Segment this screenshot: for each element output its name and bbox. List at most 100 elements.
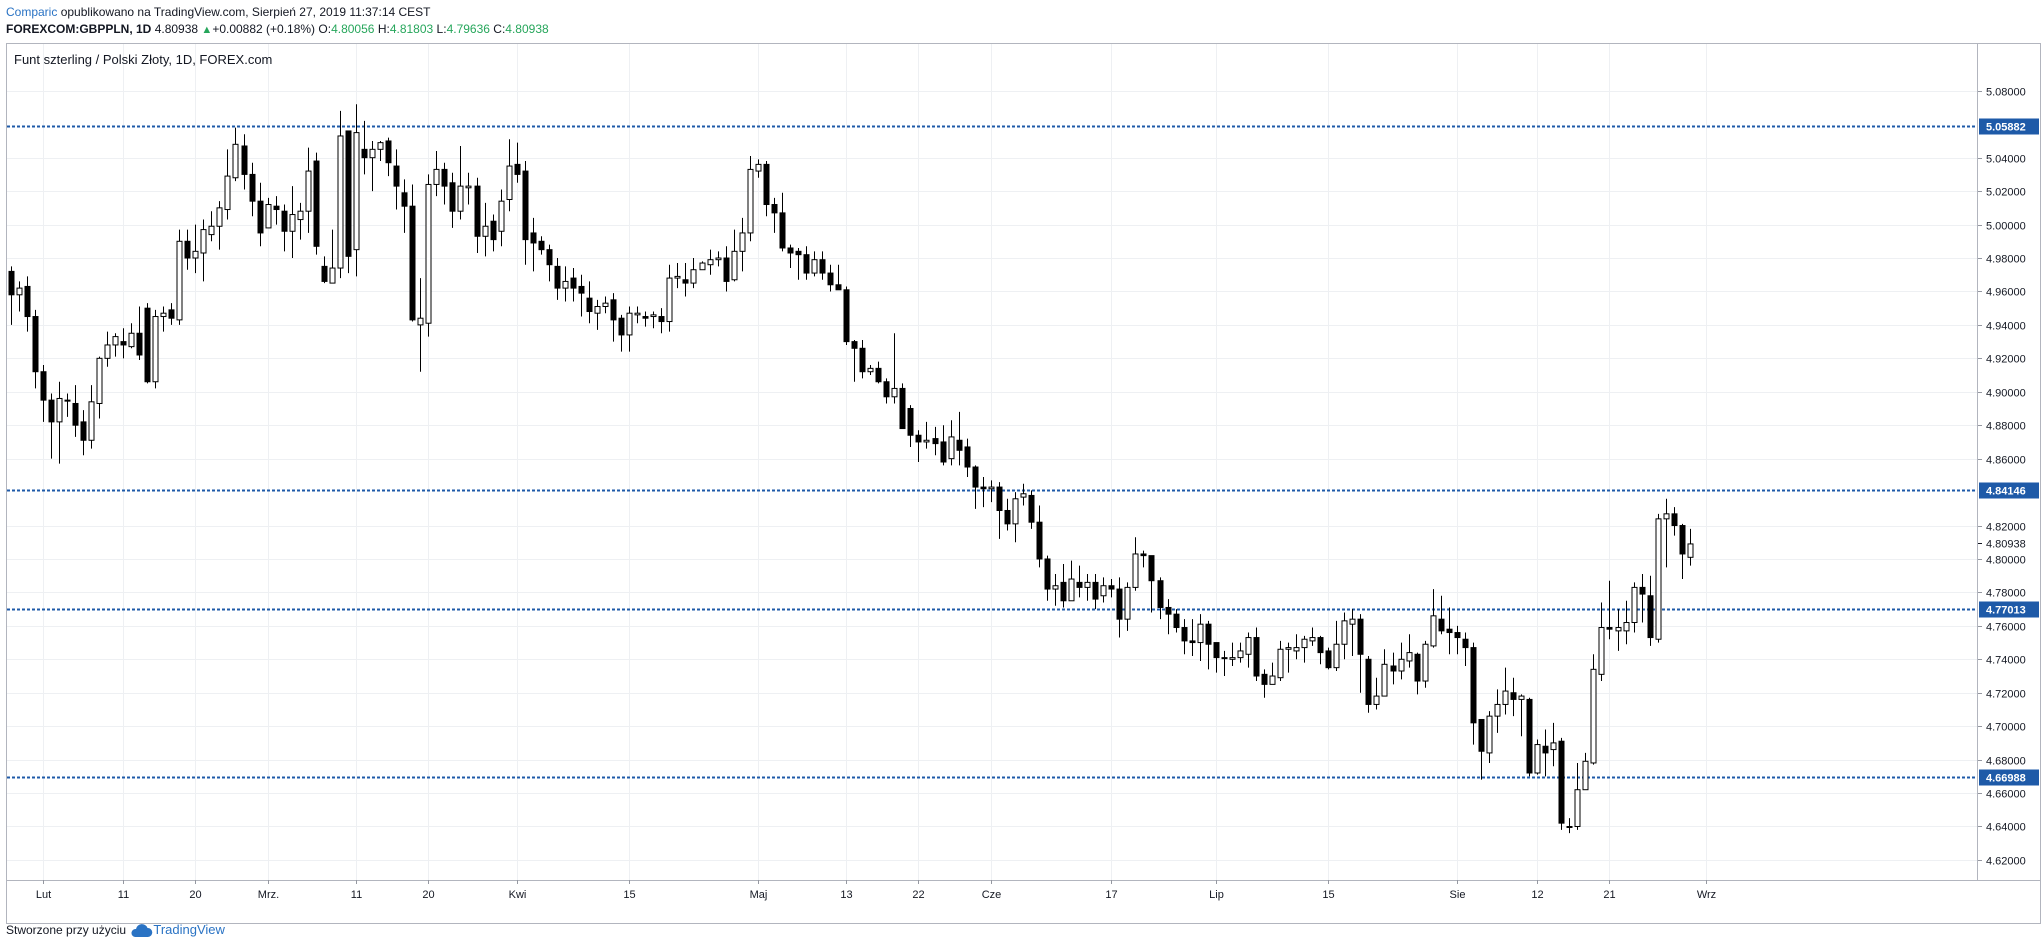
candle[interactable] xyxy=(24,276,31,332)
candle[interactable] xyxy=(883,378,890,404)
candle[interactable] xyxy=(610,293,617,342)
candle[interactable] xyxy=(152,309,159,389)
candle[interactable] xyxy=(1052,574,1059,606)
author-link[interactable]: Comparic xyxy=(6,5,58,19)
candle[interactable] xyxy=(1365,655,1372,713)
candle[interactable] xyxy=(1623,600,1630,645)
candle[interactable] xyxy=(1422,640,1429,688)
candle[interactable] xyxy=(104,331,111,367)
candle[interactable] xyxy=(1261,669,1268,698)
candle[interactable] xyxy=(1671,507,1678,536)
candle[interactable] xyxy=(1213,642,1220,673)
candle[interactable] xyxy=(1534,739,1541,775)
candle[interactable] xyxy=(88,385,95,449)
candle[interactable] xyxy=(241,134,248,190)
candle[interactable] xyxy=(763,161,770,217)
candle[interactable] xyxy=(1373,677,1380,710)
candle[interactable] xyxy=(1486,711,1493,763)
candle[interactable] xyxy=(867,365,874,376)
candle[interactable] xyxy=(1398,642,1405,680)
candle[interactable] xyxy=(353,104,360,277)
candle[interactable] xyxy=(682,263,689,297)
candle[interactable] xyxy=(224,149,231,220)
candle[interactable] xyxy=(265,197,272,229)
candle[interactable] xyxy=(699,261,706,271)
candle[interactable] xyxy=(457,145,464,220)
candle[interactable] xyxy=(1116,577,1123,638)
candle[interactable] xyxy=(273,196,280,225)
candle[interactable] xyxy=(289,186,296,259)
candle[interactable] xyxy=(1647,575,1654,646)
candle[interactable] xyxy=(1181,619,1188,655)
candle[interactable] xyxy=(16,281,23,312)
candle[interactable] xyxy=(1574,762,1581,830)
candle[interactable] xyxy=(1582,752,1589,791)
candle[interactable] xyxy=(1092,574,1099,610)
candle[interactable] xyxy=(1028,490,1035,529)
candle[interactable] xyxy=(1558,737,1565,830)
candle[interactable] xyxy=(441,162,448,205)
candle[interactable] xyxy=(1462,632,1469,666)
candle[interactable] xyxy=(1221,650,1228,677)
candle[interactable] xyxy=(915,430,922,462)
candle[interactable] xyxy=(369,140,376,192)
candle[interactable] xyxy=(988,480,995,503)
candle[interactable] xyxy=(1454,625,1461,655)
candle[interactable] xyxy=(956,411,963,466)
candle[interactable] xyxy=(216,201,223,250)
candle[interactable] xyxy=(731,229,738,282)
candle[interactable] xyxy=(1606,580,1613,640)
candle[interactable] xyxy=(1615,609,1622,651)
candle[interactable] xyxy=(393,149,400,210)
candle[interactable] xyxy=(128,323,135,349)
candle[interactable] xyxy=(1598,602,1605,682)
candle[interactable] xyxy=(80,410,87,456)
candle[interactable] xyxy=(586,281,593,324)
candle[interactable] xyxy=(755,159,762,178)
candle[interactable] xyxy=(835,264,842,291)
candle[interactable] xyxy=(120,328,127,359)
candle[interactable] xyxy=(1012,492,1019,543)
candle[interactable] xyxy=(1060,563,1067,608)
candle[interactable] xyxy=(321,256,328,284)
candle[interactable] xyxy=(417,278,424,372)
candle[interactable] xyxy=(112,333,119,357)
candle[interactable] xyxy=(160,306,167,332)
candle[interactable] xyxy=(1349,609,1356,656)
candle[interactable] xyxy=(1590,654,1597,765)
candle[interactable] xyxy=(1518,694,1525,737)
candle[interactable] xyxy=(506,139,513,212)
candle[interactable] xyxy=(779,192,786,252)
candle[interactable] xyxy=(851,339,858,382)
candle[interactable] xyxy=(433,151,440,197)
candle[interactable] xyxy=(594,299,601,330)
candle[interactable] xyxy=(168,303,175,325)
candle[interactable] xyxy=(538,236,545,255)
candle[interactable] xyxy=(8,266,15,325)
candle[interactable] xyxy=(891,333,898,404)
candle[interactable] xyxy=(377,140,384,162)
candle[interactable] xyxy=(1309,627,1316,646)
candle[interactable] xyxy=(811,251,818,277)
candle[interactable] xyxy=(747,156,754,242)
candle[interactable] xyxy=(1325,647,1332,670)
candle[interactable] xyxy=(1566,818,1573,834)
candle[interactable] xyxy=(409,184,416,322)
candle[interactable] xyxy=(626,306,633,352)
candle[interactable] xyxy=(787,244,794,269)
candle[interactable] xyxy=(899,383,906,430)
candle[interactable] xyxy=(313,152,320,255)
candle[interactable] xyxy=(1333,620,1340,671)
candle[interactable] xyxy=(578,274,585,317)
candle[interactable] xyxy=(923,421,930,449)
candle[interactable] xyxy=(345,130,352,274)
candle[interactable] xyxy=(795,247,802,280)
candle[interactable] xyxy=(482,202,489,257)
candle[interactable] xyxy=(1381,649,1388,697)
candle[interactable] xyxy=(1542,729,1549,777)
candle[interactable] xyxy=(337,110,344,279)
candle[interactable] xyxy=(385,137,392,177)
candle[interactable] xyxy=(1277,640,1284,682)
candle[interactable] xyxy=(827,264,834,292)
candle[interactable] xyxy=(200,219,207,282)
